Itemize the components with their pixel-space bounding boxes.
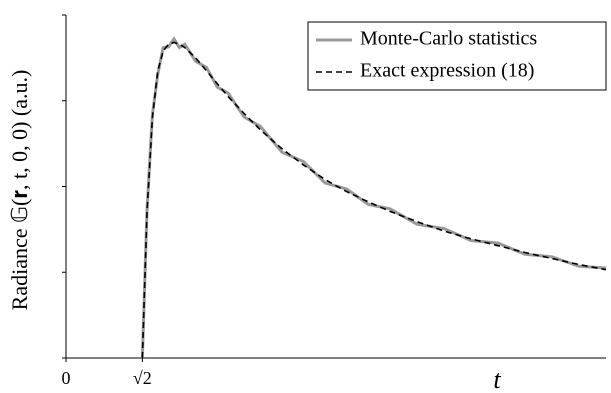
- legend-label: Exact expression (18): [360, 60, 534, 82]
- legend-label: Monte-Carlo statistics: [360, 28, 537, 50]
- legend-box: [307, 21, 607, 91]
- x-tick-label: √2: [133, 368, 152, 388]
- series-line: [141, 41, 607, 359]
- x-axis-label: t: [493, 365, 501, 393]
- x-tick-label: 0: [62, 368, 71, 388]
- y-axis-label: Radiance 𝔾(𝐫, t, 0, 0) (a.u.): [7, 70, 32, 311]
